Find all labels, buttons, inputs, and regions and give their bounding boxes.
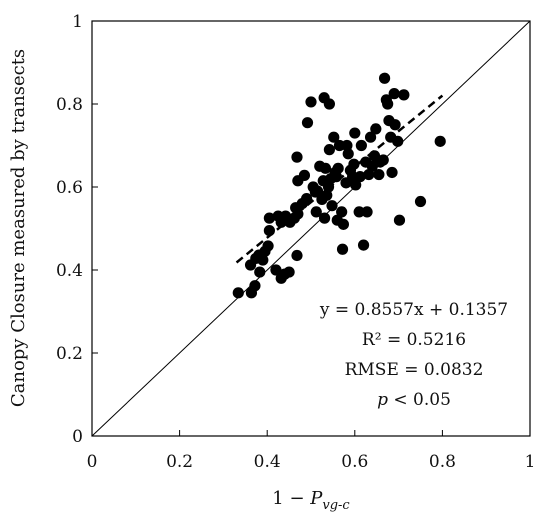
x-tick-label: 0.8 [429,452,456,472]
trendline [235,94,444,264]
y-tick-labels: 0 0.2 0.4 0.6 0.8 1 [56,12,83,447]
y-tick-label: 0.8 [56,95,83,115]
x-tick-label: 0.6 [341,452,368,472]
data-point [386,166,398,179]
y-axis-title: Canopy Closure measured by transects [8,49,29,407]
data-point [270,264,282,276]
x-tick-labels: 0 0.2 0.4 0.6 0.8 1 [87,452,536,472]
data-point [364,131,377,143]
data-point [377,154,389,166]
x-axis-title: 1 − Pvg-c [272,488,350,513]
data-point [319,162,332,174]
data-point [283,266,295,278]
data-point [414,195,427,208]
data-point [336,243,349,255]
data-point [353,206,365,218]
data-point [254,266,266,278]
x-tick-label: 1 [525,452,536,472]
data-point [332,162,344,174]
data-point [341,139,353,152]
r-squared-label: R² = 0.5216 [362,330,466,350]
data-point [357,239,370,251]
data-point [392,135,404,147]
data-point [249,280,261,292]
equation-label: y = 0.8557x + 0.1357 [319,300,508,320]
data-point [355,139,367,152]
y-tick-label: 0.6 [56,178,83,198]
x-axis-title-variable: P [309,488,323,509]
data-points [232,72,446,299]
data-point [326,200,338,212]
rmse-label: RMSE = 0.0832 [345,360,484,380]
x-tick-label: 0 [87,452,98,472]
data-point [263,212,275,224]
data-point [298,169,311,181]
x-axis-title-subscript: vg-c [322,498,350,513]
data-point [434,135,446,147]
data-point [348,158,360,170]
plot-frame [91,20,531,437]
data-point [232,287,244,299]
data-point [337,218,350,230]
data-point [388,88,400,100]
data-point [349,127,361,139]
data-point [262,240,274,252]
data-point [328,131,340,143]
data-point [354,171,366,183]
p-value-rest: < 0.05 [388,390,451,410]
data-point [361,206,373,218]
data-point [318,212,331,224]
data-point [336,206,348,218]
data-point [257,254,269,266]
p-value-label: p < 0.05 [377,390,451,410]
data-point [393,214,406,226]
data-point [310,206,322,218]
x-axis-title-prefix: 1 − [272,488,310,509]
data-point [291,151,303,163]
data-point [323,98,335,110]
data-point [398,89,410,101]
data-point [378,72,391,84]
data-point [342,148,354,160]
one-to-one-line [91,20,531,437]
data-point [350,179,362,191]
data-point [370,123,382,135]
tick-marks [91,20,531,437]
y-tick-label: 0 [72,427,83,447]
p-value-symbol: p [377,390,388,410]
data-point [389,119,401,131]
data-point [291,249,303,262]
data-point [323,144,335,156]
x-tick-label: 0.4 [254,452,281,472]
y-tick-label: 0.4 [56,261,83,281]
data-point [382,98,394,110]
data-point [301,117,314,129]
y-tick-label: 1 [72,12,83,32]
data-point [305,96,317,108]
data-point [301,193,313,205]
y-tick-label: 0.2 [56,344,83,364]
data-point [373,168,385,181]
x-tick-label: 0.2 [166,452,193,472]
